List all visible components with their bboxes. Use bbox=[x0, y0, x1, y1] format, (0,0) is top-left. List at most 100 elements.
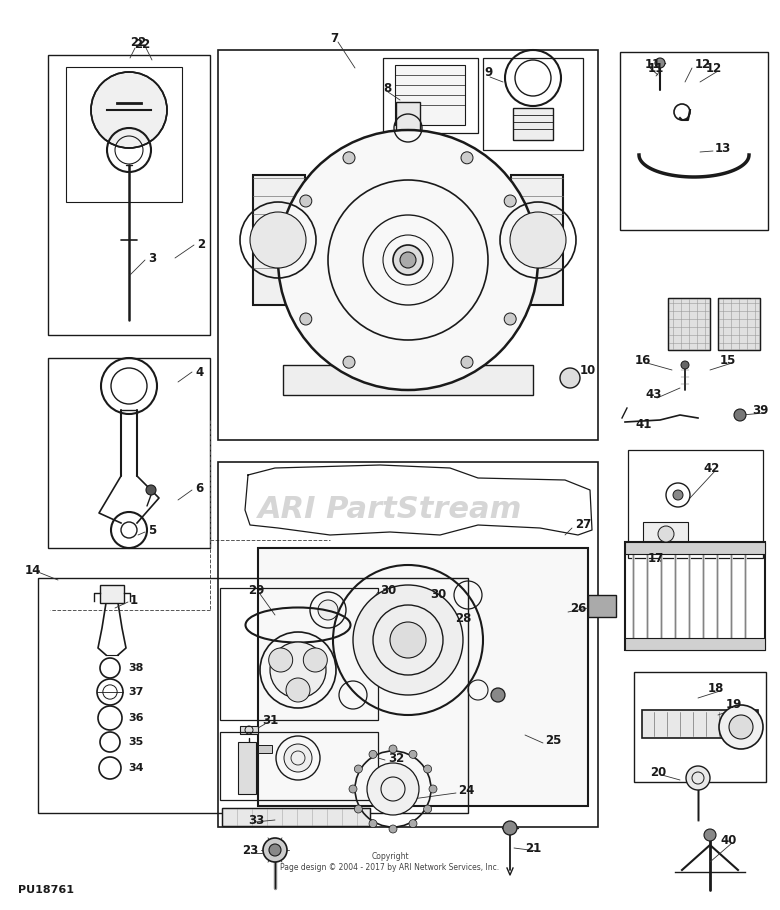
Text: 2: 2 bbox=[197, 238, 205, 251]
Text: 33: 33 bbox=[248, 814, 264, 826]
Circle shape bbox=[504, 195, 516, 207]
Circle shape bbox=[286, 678, 310, 702]
Circle shape bbox=[719, 705, 763, 749]
Bar bbox=[100, 585, 124, 603]
Text: 6: 6 bbox=[195, 481, 204, 494]
Circle shape bbox=[268, 648, 292, 672]
Circle shape bbox=[503, 821, 517, 835]
Circle shape bbox=[658, 526, 674, 542]
Bar bbox=[643, 522, 688, 546]
Text: Copyright
Page design © 2004 - 2017 by ARI Network Services, Inc.: Copyright Page design © 2004 - 2017 by A… bbox=[281, 853, 499, 872]
Circle shape bbox=[349, 785, 357, 793]
Text: 17: 17 bbox=[648, 551, 665, 564]
Bar bbox=[258, 548, 588, 806]
Bar bbox=[283, 365, 533, 395]
Bar bbox=[668, 298, 710, 350]
Circle shape bbox=[354, 765, 363, 773]
Text: 25: 25 bbox=[545, 733, 562, 746]
Text: 21: 21 bbox=[525, 842, 541, 854]
Text: 26: 26 bbox=[570, 602, 587, 614]
Circle shape bbox=[409, 751, 417, 758]
Circle shape bbox=[300, 195, 312, 207]
Bar bbox=[625, 542, 765, 554]
Circle shape bbox=[369, 820, 377, 827]
Bar bbox=[668, 298, 710, 350]
Circle shape bbox=[318, 600, 338, 620]
Bar bbox=[625, 542, 765, 650]
Text: 22: 22 bbox=[134, 38, 151, 52]
Circle shape bbox=[424, 805, 431, 813]
Text: 3: 3 bbox=[148, 251, 156, 265]
Text: 29: 29 bbox=[248, 583, 264, 596]
Bar bbox=[258, 745, 272, 753]
Circle shape bbox=[353, 585, 463, 695]
Circle shape bbox=[278, 130, 538, 390]
Text: 5: 5 bbox=[148, 523, 156, 537]
Bar bbox=[513, 108, 553, 140]
Circle shape bbox=[734, 409, 746, 421]
Circle shape bbox=[704, 829, 716, 841]
Text: 31: 31 bbox=[262, 713, 278, 726]
Bar bbox=[222, 808, 370, 826]
Circle shape bbox=[369, 751, 377, 758]
Circle shape bbox=[367, 763, 419, 815]
Bar bbox=[718, 298, 760, 350]
Bar bbox=[218, 462, 598, 827]
Circle shape bbox=[424, 765, 431, 773]
Circle shape bbox=[655, 58, 665, 68]
Text: 19: 19 bbox=[726, 699, 743, 712]
Bar bbox=[38, 578, 468, 813]
Bar bbox=[222, 808, 370, 826]
Bar bbox=[220, 588, 378, 720]
Circle shape bbox=[269, 844, 281, 856]
Text: 11: 11 bbox=[645, 58, 661, 72]
Bar bbox=[628, 450, 763, 558]
Circle shape bbox=[673, 490, 683, 500]
Bar bbox=[718, 298, 760, 350]
Text: 11: 11 bbox=[648, 62, 665, 75]
Circle shape bbox=[681, 361, 689, 369]
Text: 36: 36 bbox=[128, 713, 144, 723]
Bar bbox=[588, 595, 616, 617]
Text: 8: 8 bbox=[383, 82, 392, 95]
Text: 35: 35 bbox=[128, 737, 144, 747]
Circle shape bbox=[504, 313, 516, 325]
Text: 18: 18 bbox=[708, 682, 725, 694]
Circle shape bbox=[729, 715, 753, 739]
Circle shape bbox=[91, 72, 167, 148]
Bar bbox=[253, 175, 305, 305]
Text: 24: 24 bbox=[458, 784, 474, 796]
Circle shape bbox=[560, 368, 580, 388]
Circle shape bbox=[250, 212, 306, 268]
Circle shape bbox=[389, 825, 397, 833]
Text: 37: 37 bbox=[128, 687, 144, 697]
Bar bbox=[218, 50, 598, 440]
Circle shape bbox=[303, 648, 328, 672]
Text: 1: 1 bbox=[130, 593, 138, 606]
Bar bbox=[625, 638, 765, 650]
Text: 10: 10 bbox=[580, 363, 596, 377]
Bar bbox=[634, 672, 766, 782]
Text: 22: 22 bbox=[130, 35, 147, 48]
Text: 12: 12 bbox=[706, 62, 722, 75]
Text: 9: 9 bbox=[484, 66, 492, 79]
Text: ARI PartStream: ARI PartStream bbox=[258, 496, 522, 524]
Bar bbox=[395, 65, 465, 125]
Text: 30: 30 bbox=[380, 583, 396, 596]
Bar bbox=[511, 175, 563, 305]
Circle shape bbox=[270, 642, 326, 698]
Circle shape bbox=[389, 745, 397, 753]
Bar bbox=[48, 55, 210, 335]
Circle shape bbox=[409, 820, 417, 827]
Circle shape bbox=[263, 838, 287, 862]
Text: 7: 7 bbox=[330, 32, 338, 45]
Text: 28: 28 bbox=[455, 612, 471, 624]
Bar bbox=[620, 52, 768, 230]
Text: 34: 34 bbox=[128, 763, 144, 773]
Circle shape bbox=[429, 785, 437, 793]
Circle shape bbox=[343, 356, 355, 369]
Text: 40: 40 bbox=[720, 834, 736, 846]
Text: 12: 12 bbox=[695, 58, 711, 72]
Text: 13: 13 bbox=[715, 141, 732, 155]
Circle shape bbox=[146, 485, 156, 495]
